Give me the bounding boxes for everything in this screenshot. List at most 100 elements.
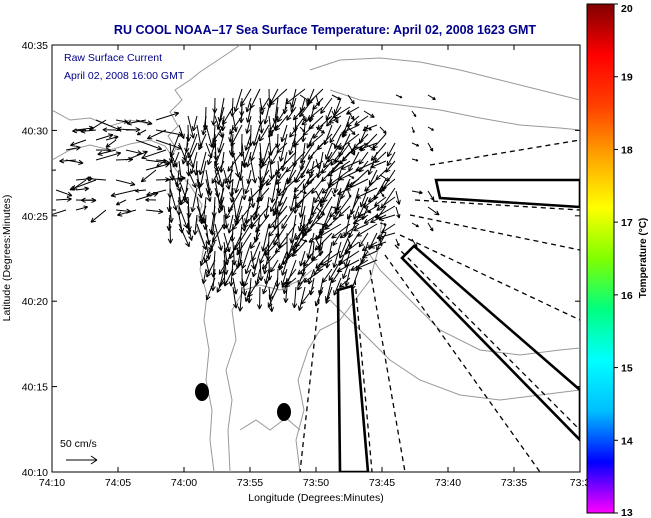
bathymetry-contours bbox=[52, 45, 580, 472]
current-vector bbox=[145, 208, 164, 215]
current-vector bbox=[55, 196, 72, 202]
current-vector bbox=[126, 119, 147, 126]
colorbar-tick-label: 15 bbox=[621, 363, 633, 375]
current-vector bbox=[316, 115, 333, 130]
current-vector bbox=[261, 142, 279, 168]
current-vector bbox=[347, 94, 355, 105]
current-vector bbox=[178, 223, 190, 248]
current-vector bbox=[216, 277, 225, 293]
current-vector bbox=[251, 250, 261, 278]
current-vector bbox=[95, 133, 114, 141]
current-vector bbox=[316, 259, 333, 271]
current-vector bbox=[218, 250, 234, 275]
current-vector bbox=[199, 250, 207, 267]
current-vector bbox=[338, 169, 360, 181]
current-vector bbox=[231, 259, 243, 277]
current-vector bbox=[198, 133, 207, 151]
current-vector bbox=[277, 106, 288, 123]
current-vector bbox=[250, 88, 261, 109]
current-vector bbox=[317, 223, 342, 239]
current-vector bbox=[218, 187, 225, 205]
current-vector bbox=[348, 214, 360, 239]
current-vector bbox=[169, 133, 180, 158]
x-axis: 74:10 74:05 74:00 73:55 73:50 73:45 73:40 73:35… bbox=[39, 45, 590, 489]
current-vector bbox=[228, 187, 243, 213]
current-vector bbox=[268, 214, 288, 237]
current-vector bbox=[321, 160, 333, 174]
current-vector bbox=[358, 232, 369, 248]
current-vector bbox=[69, 179, 97, 191]
current-vector bbox=[325, 286, 333, 304]
current-vector bbox=[427, 190, 435, 201]
transect-7 bbox=[409, 214, 580, 251]
current-vector bbox=[248, 178, 270, 202]
current-vector bbox=[353, 205, 360, 220]
current-vector bbox=[386, 151, 396, 167]
scale-label: 50 cm/s bbox=[60, 438, 97, 450]
x-axis-label: Longitude (Degrees:Minutes) bbox=[248, 492, 383, 504]
current-vector bbox=[262, 277, 270, 295]
current-vector bbox=[115, 179, 136, 187]
current-vector bbox=[312, 250, 324, 262]
y-tick-label: 40:15 bbox=[22, 382, 48, 394]
current-vector bbox=[52, 209, 67, 216]
current-vector bbox=[155, 139, 182, 150]
overlay-line1: Raw Surface Current bbox=[64, 52, 162, 64]
current-vector bbox=[370, 160, 387, 169]
current-vector bbox=[261, 250, 279, 270]
current-vector bbox=[268, 205, 288, 229]
current-vector bbox=[281, 205, 297, 229]
current-vector bbox=[363, 206, 372, 214]
current-vector bbox=[297, 277, 306, 291]
current-vector bbox=[285, 88, 306, 105]
current-vector bbox=[315, 222, 329, 227]
contour-5 bbox=[309, 57, 580, 101]
current-vector bbox=[306, 232, 315, 259]
current-vector bbox=[65, 145, 81, 151]
current-vector bbox=[379, 174, 390, 182]
current-vector bbox=[299, 238, 308, 243]
current-vector bbox=[261, 223, 270, 252]
current-vector bbox=[385, 160, 396, 173]
current-vector bbox=[312, 97, 324, 110]
current-vector bbox=[187, 115, 195, 139]
current-vector bbox=[259, 124, 270, 142]
current-vector bbox=[97, 149, 117, 156]
current-vector bbox=[315, 238, 321, 249]
current-vector bbox=[316, 133, 333, 151]
current-vector bbox=[187, 223, 194, 241]
current-vector bbox=[214, 223, 223, 251]
current-vector bbox=[329, 205, 342, 218]
current-vector bbox=[155, 129, 184, 137]
current-vector bbox=[292, 286, 298, 309]
current-vector bbox=[427, 126, 435, 131]
current-vector bbox=[283, 286, 289, 304]
current-vector bbox=[205, 187, 212, 202]
current-vectors bbox=[52, 88, 440, 312]
current-vector bbox=[75, 186, 89, 192]
current-vector bbox=[201, 268, 207, 284]
current-vector bbox=[52, 169, 57, 171]
current-vector bbox=[233, 223, 252, 251]
current-vector bbox=[90, 209, 107, 223]
current-vector bbox=[243, 268, 252, 287]
current-vector bbox=[217, 196, 225, 214]
transect-6 bbox=[399, 234, 580, 321]
overlay-line2: April 02, 2008 16:00 GMT bbox=[64, 70, 185, 82]
current-vector bbox=[355, 187, 378, 199]
current-vector bbox=[102, 127, 117, 133]
current-vector bbox=[331, 158, 344, 165]
current-vector bbox=[331, 206, 340, 211]
current-vector bbox=[297, 268, 306, 286]
current-vector bbox=[308, 133, 324, 147]
current-vector bbox=[344, 241, 360, 253]
current-vector bbox=[328, 115, 342, 124]
current-vector bbox=[180, 187, 189, 206]
current-vector bbox=[86, 176, 107, 182]
current-vector bbox=[249, 133, 261, 162]
contour-2 bbox=[295, 219, 383, 472]
current-vector bbox=[224, 232, 234, 254]
current-vector bbox=[387, 142, 396, 158]
contour-6 bbox=[329, 89, 580, 131]
current-vector bbox=[370, 142, 387, 162]
